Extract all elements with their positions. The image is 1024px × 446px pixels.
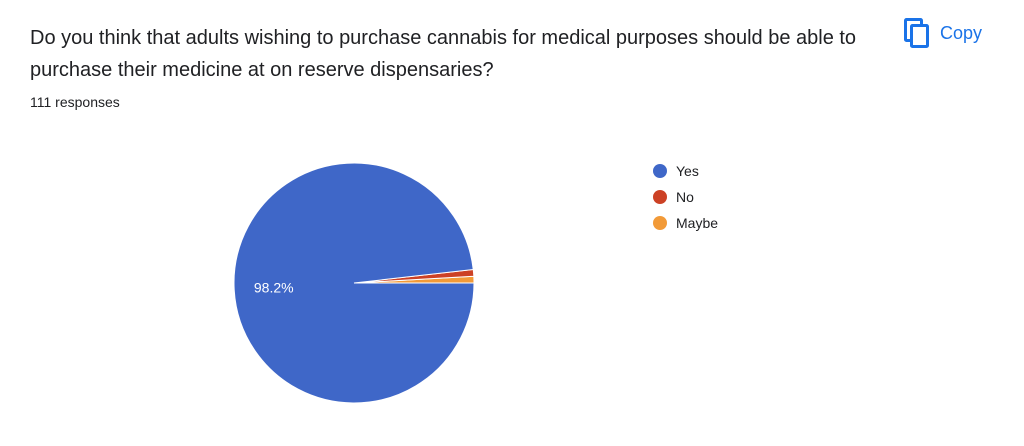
copy-label: Copy	[940, 23, 983, 43]
copy-button[interactable]: Copy	[904, 18, 982, 48]
response-count: 111 responses	[30, 94, 120, 110]
legend-swatch	[653, 164, 667, 178]
legend-item-yes[interactable]: Yes	[653, 158, 718, 184]
legend-item-no[interactable]: No	[653, 184, 718, 210]
pie-slice-yes[interactable]	[233, 162, 475, 404]
question-title: Do you think that adults wishing to purc…	[30, 27, 857, 81]
legend-swatch	[653, 216, 667, 230]
chart-legend: Yes No Maybe	[653, 158, 718, 236]
legend-label: Maybe	[676, 215, 719, 231]
legend-item-maybe[interactable]: Maybe	[653, 210, 718, 236]
data-label-yes: 98.2%	[254, 280, 294, 296]
legend-label: Yes	[676, 163, 699, 179]
legend-label: No	[676, 189, 694, 205]
legend-swatch	[653, 190, 667, 204]
copy-icon	[904, 18, 929, 48]
